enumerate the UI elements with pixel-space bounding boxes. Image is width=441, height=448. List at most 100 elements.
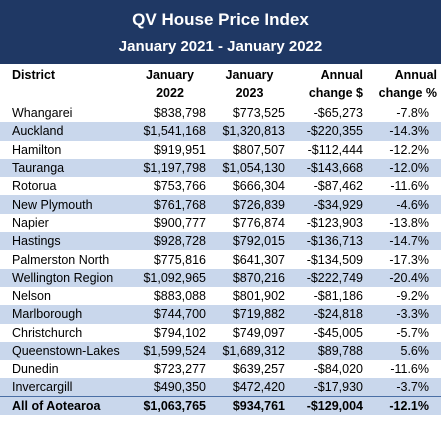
table-title: QV House Price Index	[132, 10, 309, 29]
cell-january-2023: $934,761	[210, 396, 289, 416]
cell-annual-change-percent: -3.7%	[367, 378, 441, 397]
cell-annual-change-percent: -7.8%	[367, 104, 441, 123]
cell-annual-change-percent: 5.6%	[367, 341, 441, 361]
cell-january-2023: $792,015	[210, 232, 289, 251]
cell-january-2023: $1,054,130	[210, 158, 289, 178]
table-row: Hastings $928,728 $792,015 -$136,713 -14.7%	[0, 232, 441, 251]
cell-district: Whangarei	[0, 104, 130, 123]
cell-annual-change-percent: -11.6%	[367, 177, 441, 196]
cell-january-2023: $1,689,312	[210, 341, 289, 361]
cell-annual-change-dollar: -$134,509	[289, 250, 367, 269]
cell-annual-change-dollar: -$222,749	[289, 268, 367, 287]
cell-annual-change-dollar: -$24,818	[289, 305, 367, 324]
cell-annual-change-percent: -5.7%	[367, 323, 441, 342]
cell-annual-change-percent: -12.2%	[367, 140, 441, 159]
cell-january-2023: $726,839	[210, 195, 289, 214]
price-table: District January 2022 January 2023 Annual c…	[0, 64, 441, 416]
cell-january-2022: $1,063,765	[130, 396, 210, 416]
cell-january-2023: $1,320,813	[210, 122, 289, 141]
cell-district: Rotorua	[0, 177, 130, 196]
cell-annual-change-dollar: -$143,668	[289, 158, 367, 178]
cell-annual-change-percent: -17.3%	[367, 250, 441, 269]
table-row: Marlborough $744,700 $719,882 -$24,818 -3.3%	[0, 305, 441, 324]
table-row: Invercargill $490,350 $472,420 -$17,930 -3.7…	[0, 378, 441, 397]
cell-annual-change-percent: -11.6%	[367, 360, 441, 379]
table-row: Napier $900,777 $776,874 -$123,903 -13.8%	[0, 213, 441, 233]
table-row: Tauranga $1,197,798 $1,054,130 -$143,668 -12…	[0, 158, 441, 178]
cell-january-2022: $900,777	[130, 213, 210, 233]
cell-annual-change-dollar: -$65,273	[289, 104, 367, 123]
cell-district: New Plymouth	[0, 195, 130, 214]
cell-annual-change-dollar: $89,788	[289, 341, 367, 361]
table-row: Christchurch $794,102 $749,097 -$45,005 -5.7…	[0, 323, 441, 342]
table-row: Auckland $1,541,168 $1,320,813 -$220,355 -14…	[0, 122, 441, 141]
total-row: All of Aotearoa $1,063,765 $934,761 -$129,0…	[0, 396, 441, 416]
cell-district: Hamilton	[0, 140, 130, 159]
header-january-2022: January 2022	[130, 64, 210, 104]
cell-annual-change-dollar: -$129,004	[289, 396, 367, 416]
cell-annual-change-percent: -14.7%	[367, 232, 441, 251]
cell-january-2022: $753,766	[130, 177, 210, 196]
cell-annual-change-percent: -12.1%	[367, 396, 441, 416]
cell-district: Marlborough	[0, 305, 130, 324]
header-annual-change-dollar: Annual change $	[289, 64, 367, 104]
cell-january-2023: $807,507	[210, 140, 289, 159]
cell-january-2022: $490,350	[130, 378, 210, 397]
header-january-2023: January 2023	[210, 64, 289, 104]
cell-district: Napier	[0, 213, 130, 233]
table-header: District January 2022 January 2023 Annual c…	[0, 64, 441, 104]
cell-annual-change-dollar: -$45,005	[289, 323, 367, 342]
cell-january-2023: $472,420	[210, 378, 289, 397]
cell-january-2022: $794,102	[130, 323, 210, 342]
cell-january-2022: $883,088	[130, 286, 210, 306]
cell-annual-change-percent: -9.2%	[367, 286, 441, 306]
cell-january-2022: $723,277	[130, 360, 210, 379]
cell-annual-change-dollar: -$34,929	[289, 195, 367, 214]
cell-january-2023: $641,307	[210, 250, 289, 269]
table-row: Nelson $883,088 $801,902 -$81,186 -9.2%	[0, 286, 441, 306]
cell-january-2023: $773,525	[210, 104, 289, 123]
table-row: Dunedin $723,277 $639,257 -$84,020 -11.6%	[0, 360, 441, 379]
header-annual-change-percent: Annual change %	[367, 64, 441, 104]
cell-district: Queenstown-Lakes	[0, 341, 130, 361]
table-row: Palmerston North $775,816 $641,307 -$134,50…	[0, 250, 441, 269]
cell-district: Wellington Region	[0, 268, 130, 287]
header-row: District January 2022 January 2023 Annual c…	[0, 64, 441, 104]
cell-annual-change-percent: -13.8%	[367, 213, 441, 233]
table-row: Hamilton $919,951 $807,507 -$112,444 -12.2%	[0, 140, 441, 159]
cell-district: Christchurch	[0, 323, 130, 342]
table-row: Wellington Region $1,092,965 $870,216 -$222…	[0, 268, 441, 287]
cell-january-2022: $838,798	[130, 104, 210, 123]
cell-january-2022: $1,092,965	[130, 268, 210, 287]
table-row: Rotorua $753,766 $666,304 -$87,462 -11.6%	[0, 177, 441, 196]
cell-annual-change-dollar: -$136,713	[289, 232, 367, 251]
cell-district: All of Aotearoa	[0, 396, 130, 416]
cell-district: Nelson	[0, 286, 130, 306]
cell-annual-change-percent: -14.3%	[367, 122, 441, 141]
title-block: QV House Price Index January 2021 - Janu…	[0, 0, 441, 64]
cell-january-2022: $928,728	[130, 232, 210, 251]
cell-january-2022: $1,197,798	[130, 158, 210, 178]
cell-annual-change-percent: -3.3%	[367, 305, 441, 324]
cell-district: Invercargill	[0, 378, 130, 397]
cell-district: Palmerston North	[0, 250, 130, 269]
cell-district: Tauranga	[0, 158, 130, 178]
table-row: Queenstown-Lakes $1,599,524 $1,689,312 $89,…	[0, 341, 441, 361]
cell-annual-change-dollar: -$84,020	[289, 360, 367, 379]
cell-january-2022: $761,768	[130, 195, 210, 214]
cell-annual-change-dollar: -$81,186	[289, 286, 367, 306]
cell-annual-change-dollar: -$87,462	[289, 177, 367, 196]
cell-annual-change-dollar: -$112,444	[289, 140, 367, 159]
cell-district: Dunedin	[0, 360, 130, 379]
cell-district: Auckland	[0, 122, 130, 141]
cell-january-2022: $1,599,524	[130, 341, 210, 361]
table-row: Whangarei $838,798 $773,525 -$65,273 -7.8%	[0, 104, 441, 123]
table-row: New Plymouth $761,768 $726,839 -$34,929 -4.6…	[0, 195, 441, 214]
cell-january-2023: $776,874	[210, 213, 289, 233]
table-subtitle: January 2021 - January 2022	[118, 38, 323, 55]
table-body: Whangarei $838,798 $773,525 -$65,273 -7.8% Au…	[0, 104, 441, 416]
cell-district: Hastings	[0, 232, 130, 251]
cell-january-2022: $1,541,168	[130, 122, 210, 141]
cell-annual-change-percent: -20.4%	[367, 268, 441, 287]
